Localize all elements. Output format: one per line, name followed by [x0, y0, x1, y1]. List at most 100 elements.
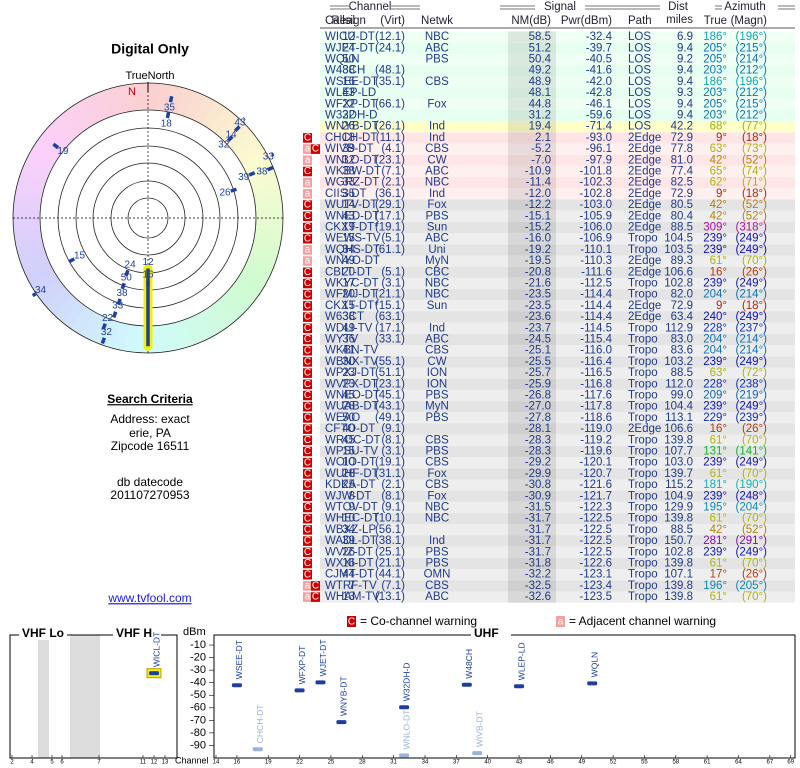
column-header: (Virt)	[380, 15, 405, 27]
cell: Tropo	[628, 278, 658, 290]
warning-box	[303, 513, 312, 524]
polar-band	[60, 300, 87, 329]
datecode-line: db datecode	[117, 475, 183, 489]
cell: -31.5	[525, 502, 551, 514]
warning-mark: C	[304, 200, 311, 211]
polar-band	[201, 306, 226, 336]
cell: -39.7	[586, 42, 612, 54]
station-bar	[294, 688, 305, 693]
cell: ION	[427, 367, 447, 379]
cell: -59.6	[586, 110, 612, 122]
cell: WNEO-DT	[325, 390, 380, 402]
cell: 2Edge	[628, 199, 661, 211]
cell: -7.0	[531, 154, 551, 166]
marker-label: 22	[102, 313, 114, 324]
signal-bar	[120, 282, 126, 290]
row-bg	[320, 266, 795, 278]
nm-band	[508, 289, 556, 301]
cell: (141°)	[736, 446, 768, 458]
polar-band	[37, 130, 66, 157]
cell: 61°	[710, 255, 727, 267]
cell: 80.5	[671, 199, 693, 211]
cell: WKYC-DT	[325, 278, 379, 290]
nm-band	[508, 445, 556, 458]
cell: (44.1)	[375, 569, 405, 581]
cell: (35.1)	[375, 76, 405, 88]
cell: (238°)	[736, 378, 768, 390]
cell: WKBW-DT	[325, 166, 381, 178]
warning-mark: C	[304, 491, 311, 502]
cell: -31.7	[525, 524, 551, 536]
polar-band	[236, 272, 265, 297]
warning-box	[311, 592, 320, 602]
cell: (38.1)	[375, 535, 405, 547]
cell: -114.4	[580, 311, 612, 323]
cell: -23.6	[525, 311, 551, 323]
station-bar	[149, 671, 159, 676]
cell: 63°	[710, 367, 727, 379]
polar-band	[202, 101, 227, 130]
cell: CBS	[425, 434, 449, 446]
cell: 10	[342, 513, 355, 525]
cell: Tropo	[628, 434, 658, 446]
row-bg	[320, 591, 795, 603]
row-bg	[320, 188, 795, 200]
cell: 39	[342, 143, 355, 155]
polar-band	[30, 271, 60, 296]
cell: (24.1)	[375, 42, 405, 54]
cell: (8.1)	[381, 434, 405, 446]
nm-band	[508, 255, 556, 267]
x-tick-label: 19	[265, 760, 272, 766]
cell: 2Edge	[628, 255, 661, 267]
cell: 82.0	[671, 289, 693, 301]
cell: Tropo	[628, 334, 658, 346]
cell: LOS	[628, 121, 651, 133]
cell: 61°	[710, 468, 727, 480]
cell: 16	[342, 558, 355, 570]
cell: (45.1)	[375, 390, 405, 402]
polar-band	[252, 183, 282, 200]
cell: -103.0	[579, 199, 612, 211]
warning-box	[303, 278, 312, 289]
cell: (5.1)	[381, 266, 405, 278]
cell: (29.1)	[375, 199, 405, 211]
cell: 129.9	[664, 502, 693, 514]
cell: 38	[342, 311, 355, 323]
cell: (26°)	[742, 569, 767, 581]
signal-bar	[124, 269, 130, 277]
cell: (77°)	[742, 121, 767, 133]
legend-text: = Co-channel warning	[360, 614, 477, 628]
signal-bar	[271, 152, 275, 157]
warning-mark: C	[304, 413, 311, 424]
site-link[interactable]: www.tvfool.com	[107, 591, 191, 605]
nm-band	[508, 143, 556, 155]
warning-mark: C	[304, 547, 311, 558]
row-bg	[320, 535, 795, 547]
cell: 16	[342, 76, 355, 88]
polar-band	[166, 85, 184, 114]
cell: (72°)	[742, 367, 767, 379]
cell: (43.1)	[375, 401, 405, 413]
cell: (7.1)	[381, 580, 405, 592]
cell: 139.8	[664, 580, 693, 592]
cell: (52°)	[742, 199, 767, 211]
cell: WBXZ-LP	[325, 524, 376, 536]
cell: -42.0	[586, 76, 612, 88]
nm-band	[508, 266, 556, 278]
cell: PBS	[425, 210, 448, 222]
warning-box	[303, 189, 312, 199]
cell: Tropo	[628, 244, 658, 256]
cell: 106.6	[664, 266, 693, 278]
cell: -23.5	[525, 300, 551, 312]
column-header: Path	[628, 15, 652, 27]
cell: WUTV-DT	[325, 199, 377, 211]
cell: -31.7	[525, 535, 551, 547]
cell: (61.1)	[375, 244, 405, 256]
cell: (52°)	[742, 154, 767, 166]
marker-label: 34	[35, 285, 47, 296]
warning-mark: a	[305, 592, 311, 603]
cell: (52°)	[742, 210, 767, 222]
nm-band	[508, 277, 556, 290]
polar-band	[21, 160, 51, 182]
